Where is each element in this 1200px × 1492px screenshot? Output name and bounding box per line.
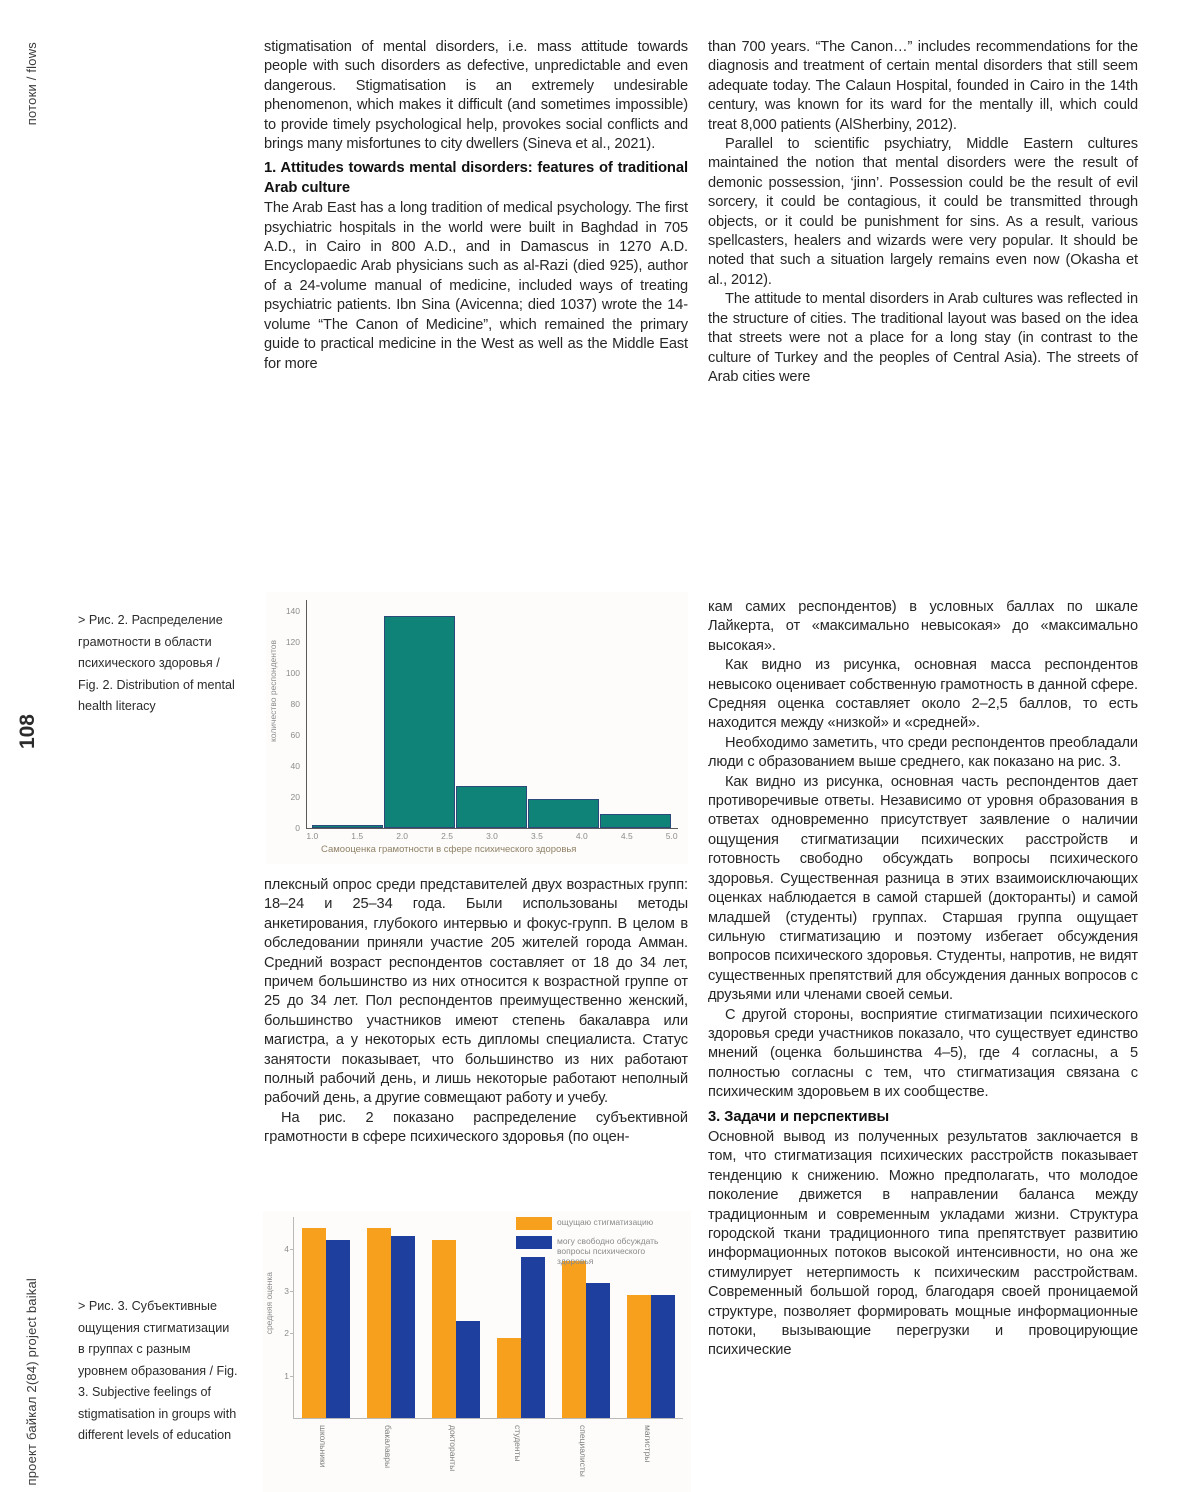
x-tick-label: 2.5 xyxy=(441,831,453,841)
paragraph: than 700 years. “The Canon…” includes re… xyxy=(708,39,1138,133)
legend-label: могу свободно обсуждать вопросы психичес… xyxy=(557,1236,659,1266)
x-tick-label: 1.5 xyxy=(351,831,364,841)
y-tick-label: 140 xyxy=(285,605,300,616)
y-tick-label: 80 xyxy=(290,698,300,709)
group-bar-blue xyxy=(325,1240,350,1418)
x-tick-label: 2.0 xyxy=(396,831,409,841)
group-bar-orange xyxy=(626,1295,651,1418)
paragraph: кам самих респондентов) в условных балла… xyxy=(708,599,1138,654)
fig3-grouped-bar-chart: 1 2 3 4 школьники бакалавры докторанты студенты… xyxy=(263,1211,691,1492)
left-column-english: stigmatisation of mental disorders, i.e.… xyxy=(264,38,688,374)
paragraph: Как видно из рисунка, основная масса рес… xyxy=(708,657,1138,732)
category-label: школьники xyxy=(317,1425,328,1468)
category-label: докторанты xyxy=(447,1425,458,1472)
legend-swatch-orange xyxy=(516,1217,552,1230)
legend-swatch-blue xyxy=(516,1236,552,1249)
y-axis-title: средняя оценка xyxy=(264,1272,274,1335)
group-bar-orange xyxy=(496,1337,521,1418)
group-bar-blue xyxy=(390,1236,415,1418)
y-tick-label: 120 xyxy=(285,636,300,647)
x-tick-label: 5.0 xyxy=(665,831,678,841)
figure3-caption: > Рис. 3. Субъективные ощущения стигмати… xyxy=(78,1299,238,1442)
section-heading-3: 3. Задачи и перспективы xyxy=(708,1108,889,1125)
y-tick-label: 60 xyxy=(290,729,300,740)
rubric-vertical-label: потоки / flows xyxy=(24,42,39,126)
paragraph: С другой стороны, восприятие стигматизац… xyxy=(708,1006,1138,1101)
y-axis-line xyxy=(293,1217,294,1418)
paragraph: stigmatisation of mental disorders, i.e.… xyxy=(264,39,688,153)
paragraph: На рис. 2 показано распределение субъект… xyxy=(264,1109,688,1146)
x-tick-label: 1.0 xyxy=(306,831,319,841)
paragraph: плексный опрос среди представителей двух… xyxy=(264,877,688,1107)
paragraph: Необходимо заметить, что среди респонден… xyxy=(708,734,1138,771)
left-column-russian: плексный опрос среди представителей двух… xyxy=(264,876,688,1148)
legend-item: ощущаю стигматизацию xyxy=(516,1217,675,1230)
group-bar-blue xyxy=(650,1295,675,1418)
histogram-bar xyxy=(599,814,671,828)
x-axis-line xyxy=(293,1418,683,1419)
paragraph: The Arab East has a long tradition of me… xyxy=(264,200,688,372)
x-axis-line xyxy=(306,828,678,829)
y-tick-label: 4 xyxy=(284,1243,289,1254)
x-tick-label: 3.0 xyxy=(486,831,498,841)
paragraph: Parallel to scientific psychiatry, Middl… xyxy=(708,136,1138,288)
right-column-russian: кам самих респондентов) в условных балла… xyxy=(708,598,1138,1361)
right-column-english: than 700 years. “The Canon…” includes re… xyxy=(708,38,1138,387)
group-bar-blue xyxy=(585,1282,610,1418)
category-label: бакалавры xyxy=(382,1425,393,1469)
paragraph: Основной вывод из полученных результатов… xyxy=(708,1128,1138,1359)
category-label: специалисты xyxy=(577,1425,588,1477)
legend: ощущаю стигматизацию могу свободно обсужд… xyxy=(516,1217,675,1272)
histogram-bar xyxy=(456,786,527,828)
y-axis-line xyxy=(306,600,307,828)
x-tick-label: 4.0 xyxy=(575,831,588,841)
histogram-bar xyxy=(384,615,456,828)
histogram-bar xyxy=(312,824,384,828)
y-tick-label: 20 xyxy=(290,791,300,802)
y-tick-label: 1 xyxy=(284,1370,289,1381)
y-tick-label: 40 xyxy=(290,760,300,771)
y-tick-mark xyxy=(290,1333,293,1335)
x-axis-title: Самооценка грамотности в сфере психическ… xyxy=(321,844,577,855)
y-tick-mark xyxy=(290,1291,293,1293)
category-label: студенты xyxy=(512,1425,523,1462)
y-tick-label: 100 xyxy=(285,667,300,678)
page-number: 108 xyxy=(16,714,39,750)
x-tick-label: 3.5 xyxy=(531,831,543,841)
y-axis-title: количество респондентов xyxy=(268,640,278,743)
y-tick-label: 0 xyxy=(295,823,300,833)
y-tick-label: 2 xyxy=(284,1328,289,1339)
legend-item: могу свободно обсуждать вопросы психичес… xyxy=(516,1236,675,1266)
group-bar-orange xyxy=(366,1227,391,1418)
journal-vertical-label: проект байкал 2(84) project baikal xyxy=(24,1278,39,1486)
section-heading-1: 1. Attitudes towards mental disorders: f… xyxy=(264,160,688,196)
group-bar-orange xyxy=(431,1240,456,1418)
legend-label: ощущаю стигматизацию xyxy=(557,1217,654,1227)
paragraph: Как видно из рисунка, основная часть рес… xyxy=(708,773,1138,1004)
y-tick-mark xyxy=(290,1248,293,1250)
group-bar-orange xyxy=(301,1227,326,1418)
y-tick-mark xyxy=(290,1375,293,1377)
y-tick-label: 3 xyxy=(284,1286,289,1297)
paragraph: The attitude to mental disorders in Arab… xyxy=(708,291,1138,385)
x-tick-label: 4.5 xyxy=(620,831,633,841)
group-bar-blue xyxy=(455,1320,480,1418)
category-label: магистры xyxy=(642,1425,653,1463)
group-bar-blue xyxy=(520,1257,545,1418)
histogram-bar xyxy=(527,798,599,828)
fig2-histogram: 0 20 40 60 80 100 120 140 1.0 1.5 2.0 2.5 3.0 3.5 4.0 4… xyxy=(266,592,688,864)
figure2-caption: > Рис. 2. Распределение грамотности в об… xyxy=(78,613,235,713)
group-bar-orange xyxy=(561,1261,586,1418)
